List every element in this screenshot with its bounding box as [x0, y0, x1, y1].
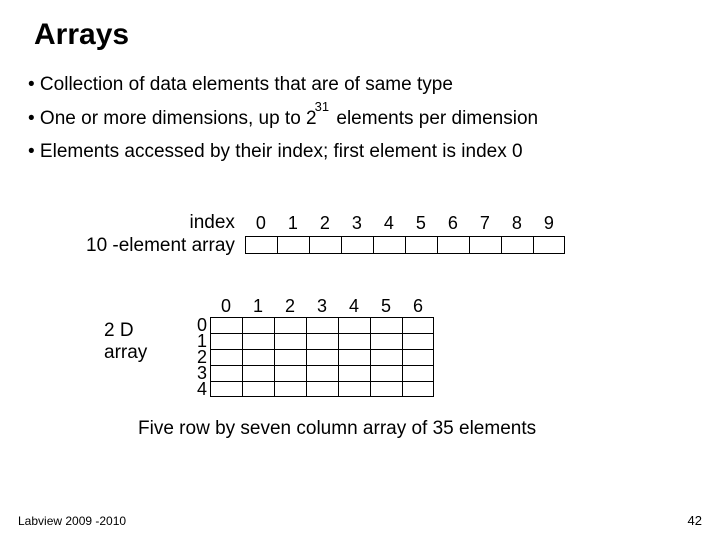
array-1d-box [277, 236, 309, 254]
array-1d-label-line2: 10 -element array [86, 235, 235, 258]
array-1d-cells: 0 1 2 3 4 5 6 7 8 9 [245, 213, 565, 254]
array-1d: index 10 -element array 0 1 2 3 4 5 6 7 … [86, 208, 565, 254]
array-1d-box [405, 236, 437, 254]
array-2d-cell [338, 333, 370, 349]
bullet-2: • One or more dimensions, up to 231 elem… [28, 106, 538, 132]
array-2d-cell [210, 333, 242, 349]
array-1d-cell: 3 [341, 213, 373, 254]
bullet-2-superscript: 31 [315, 99, 329, 114]
array-1d-cell: 7 [469, 213, 501, 254]
array-2d-row: 4 [194, 381, 434, 397]
array-1d-index: 3 [341, 213, 373, 234]
footer-page-number: 42 [688, 513, 702, 528]
array-1d-cell: 2 [309, 213, 341, 254]
array-1d-cell: 0 [245, 213, 277, 254]
array-2d-cell [338, 365, 370, 381]
array-1d-cell: 1 [277, 213, 309, 254]
array-2d-cell [210, 365, 242, 381]
array-1d-index: 5 [405, 213, 437, 234]
array-1d-box [469, 236, 501, 254]
array-1d-index: 6 [437, 213, 469, 234]
array-2d-row: 3 [194, 365, 434, 381]
array-2d-cell [242, 381, 274, 397]
array-2d-col-header: 0 [210, 296, 242, 317]
array-2d-row-header: 4 [194, 381, 210, 397]
array-2d-cell [242, 317, 274, 333]
array-2d-col-headers: 0 1 2 3 4 5 6 [210, 296, 434, 317]
array-2d-cell [370, 333, 402, 349]
bullet-2-post: elements per dimension [331, 108, 538, 129]
bullet-2-pre: • One or more dimensions, up to 2 [28, 108, 317, 129]
bullet-1: • Collection of data elements that are o… [28, 72, 538, 98]
array-1d-index: 9 [533, 213, 565, 234]
array-1d-label: index 10 -element array [86, 212, 235, 258]
array-2d-cell [306, 333, 338, 349]
array-2d-cell [242, 365, 274, 381]
array-2d-cell [306, 365, 338, 381]
array-2d-row: 2 [194, 349, 434, 365]
page-title: Arrays [34, 18, 129, 52]
array-2d-cell [210, 317, 242, 333]
array-1d-cell: 6 [437, 213, 469, 254]
array-2d-label: 2 D array [104, 320, 147, 364]
array-2d-col-header: 2 [274, 296, 306, 317]
array-2d-col-header: 6 [402, 296, 434, 317]
array-2d-cell [242, 349, 274, 365]
array-2d-cell [370, 365, 402, 381]
array-2d-cell [306, 349, 338, 365]
array-1d-index: 4 [373, 213, 405, 234]
array-1d-index: 2 [309, 213, 341, 234]
array-1d-cell: 9 [533, 213, 565, 254]
array-1d-index: 1 [277, 213, 309, 234]
array-2d-cell [242, 333, 274, 349]
array-1d-cell: 4 [373, 213, 405, 254]
array-2d-cell [274, 349, 306, 365]
array-2d-col-header: 3 [306, 296, 338, 317]
array-1d-index: 0 [245, 213, 277, 234]
footer-left: Labview 2009 -2010 [18, 514, 126, 528]
array-1d-label-line1: index [86, 212, 235, 235]
array-2d-grid: 0 1 2 3 4 5 6 0 1 2 3 4 [194, 296, 434, 397]
array-2d-cell [274, 317, 306, 333]
array-2d-row: 0 [194, 317, 434, 333]
array-2d-cell [274, 381, 306, 397]
array-1d-box [245, 236, 277, 254]
array-2d-cell [338, 317, 370, 333]
array-2d-caption: Five row by seven column array of 35 ele… [138, 418, 538, 441]
array-2d-cell [402, 381, 434, 397]
array-1d-cell: 8 [501, 213, 533, 254]
array-2d-col-header: 4 [338, 296, 370, 317]
array-1d-box [501, 236, 533, 254]
array-2d-cell [274, 365, 306, 381]
array-2d-cell [402, 365, 434, 381]
array-2d-cell [402, 317, 434, 333]
array-2d-cell [370, 349, 402, 365]
array-1d-cell: 5 [405, 213, 437, 254]
array-1d-box [309, 236, 341, 254]
array-2d-col-header: 5 [370, 296, 402, 317]
array-1d-box [373, 236, 405, 254]
array-2d-cell [210, 381, 242, 397]
array-2d-cell [306, 381, 338, 397]
array-1d-box [341, 236, 373, 254]
array-2d-cell [274, 333, 306, 349]
array-2d-cell [402, 349, 434, 365]
array-2d-cell [210, 349, 242, 365]
bullet-3: • Elements accessed by their index; firs… [28, 139, 538, 165]
array-1d-box [533, 236, 565, 254]
array-2d-cell [370, 381, 402, 397]
array-2d-cell [306, 317, 338, 333]
array-1d-index: 8 [501, 213, 533, 234]
array-2d-cell [370, 317, 402, 333]
array-1d-index: 7 [469, 213, 501, 234]
array-2d-cell [338, 381, 370, 397]
bullet-list: • Collection of data elements that are o… [28, 72, 538, 173]
array-2d-row: 1 [194, 333, 434, 349]
array-1d-box [437, 236, 469, 254]
array-2d-col-header: 1 [242, 296, 274, 317]
array-2d-cell [338, 349, 370, 365]
array-2d-cell [402, 333, 434, 349]
